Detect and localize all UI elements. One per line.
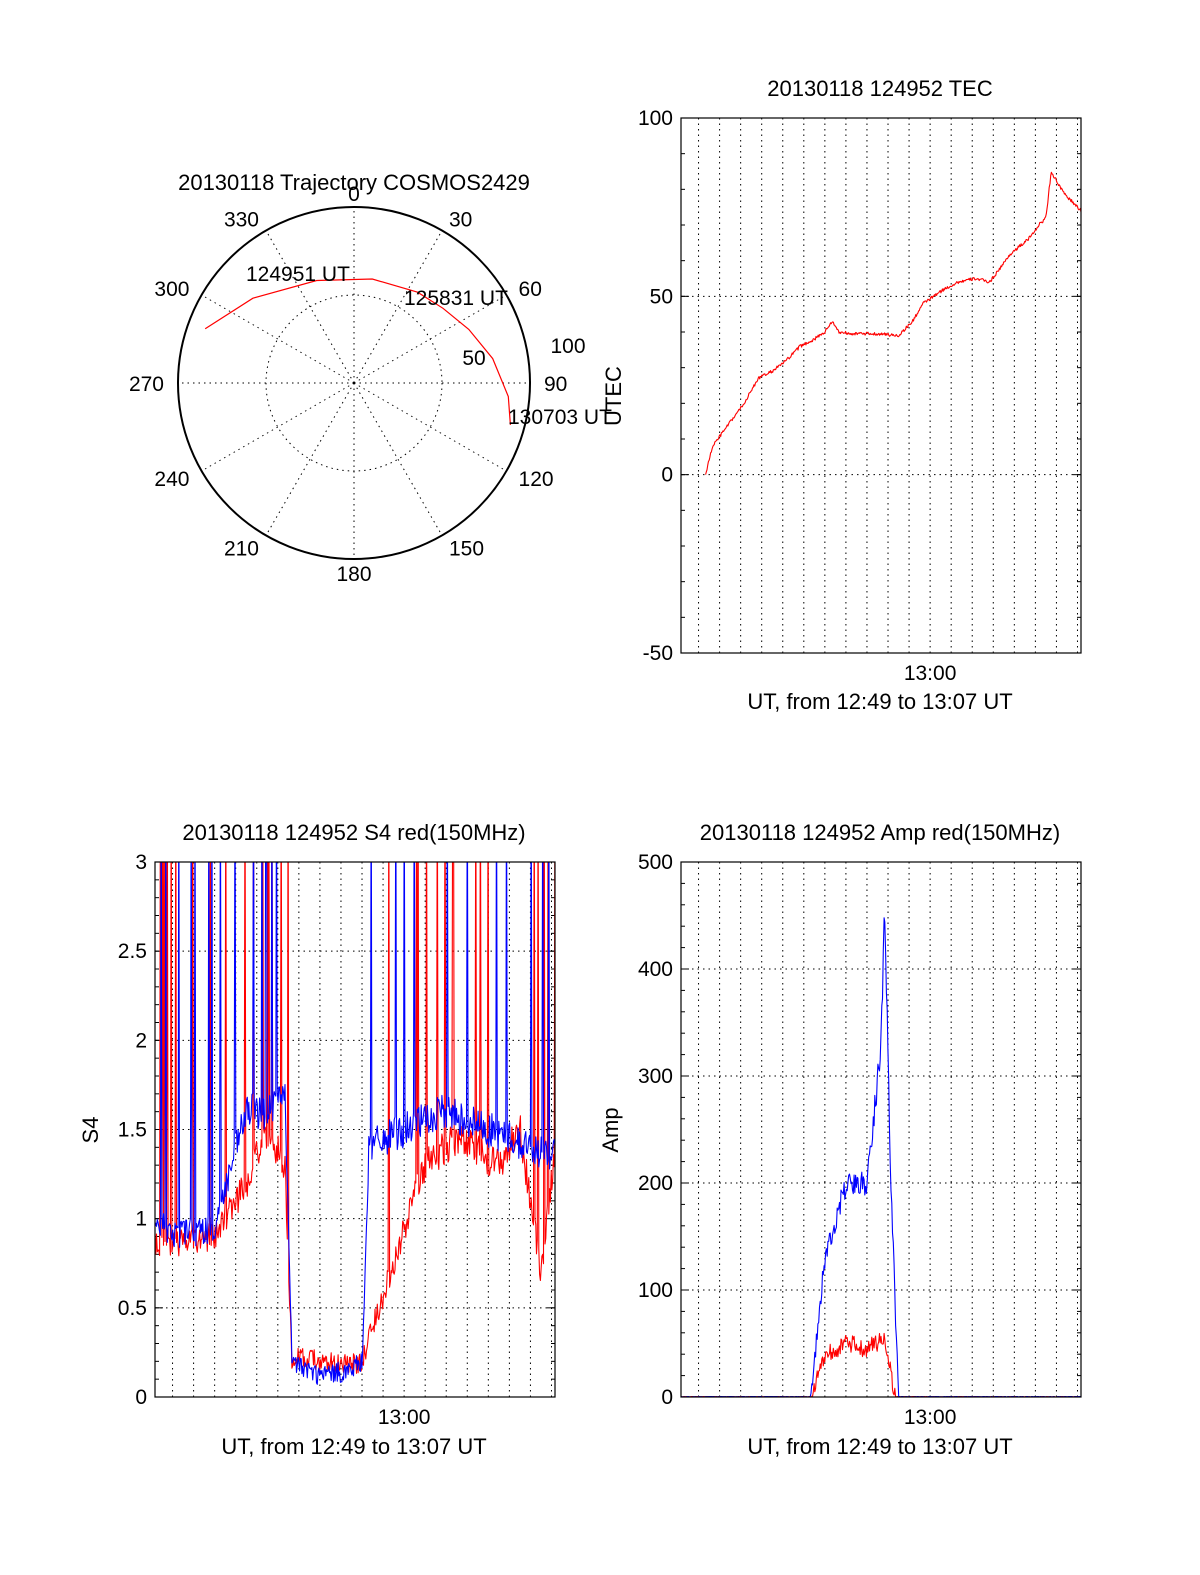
amp-ylabel: Amp <box>598 1107 623 1152</box>
s4-title: 20130118 124952 S4 red(150MHz) <box>182 820 525 845</box>
polar-angle-label-5: 150 <box>449 538 484 561</box>
amp-chart: 20130118 124952 Amp red(150MHz) UT, from… <box>598 820 1082 1459</box>
polar-spoke-7 <box>265 382 355 536</box>
polar-angle-label-4: 120 <box>519 468 554 491</box>
tec-xlabel: UT, from 12:49 to 13:07 UT <box>747 689 1012 714</box>
trajectory-annotation-1: 125831 UT <box>404 287 508 310</box>
polar-spoke-4 <box>353 382 507 472</box>
amp-xlabel: UT, from 12:49 to 13:07 UT <box>747 1434 1012 1459</box>
polar-spoke-11 <box>265 230 355 384</box>
s4-chart: 20130118 124952 S4 red(150MHz) UT, from … <box>78 820 556 1459</box>
polar-angle-label-11: 330 <box>224 208 259 231</box>
tec-frame <box>680 117 1082 654</box>
s4-series-1 <box>155 862 555 1385</box>
trajectory-title: 20130118 Trajectory COSMOS2429 <box>178 170 530 195</box>
trajectory-annotation-2: 130703 UT <box>508 406 612 429</box>
tec-ytick-label-3: 100 <box>638 107 673 130</box>
amp-xtick-label-0: 13:00 <box>904 1406 957 1429</box>
polar-angle-label-10: 300 <box>154 278 189 301</box>
tec-ytick-label-2: 50 <box>650 285 673 308</box>
tec-xtick-label-0: 13:00 <box>904 662 957 685</box>
amp-ytick-label-4: 400 <box>638 958 673 981</box>
s4-ytick-label-4: 2 <box>135 1029 147 1052</box>
polar-spoke-5 <box>353 382 443 536</box>
polar-outer-circle <box>177 206 531 560</box>
amp-ytick-label-2: 200 <box>638 1172 673 1195</box>
trajectory-chart: 20130118 Trajectory COSMOS2429 0 30 60 90 12… <box>129 170 612 586</box>
s4-ytick-label-3: 1.5 <box>118 1119 147 1142</box>
tec-chart: 20130118 124952 TEC UT, from 12:49 to 13… <box>601 76 1082 714</box>
amp-ytick-label-0: 0 <box>661 1386 673 1409</box>
tec-ylabel: UTEC <box>601 366 626 426</box>
polar-spoke-1 <box>353 230 443 384</box>
trajectory-track <box>204 278 511 425</box>
polar-spoke-2 <box>353 294 507 384</box>
s4-frame <box>154 861 556 1398</box>
s4-ytick-label-0: 0 <box>135 1386 147 1409</box>
tec-series-0 <box>705 171 1081 475</box>
s4-xtick-label-0: 13:00 <box>378 1406 431 1429</box>
polar-angle-label-7: 210 <box>224 538 259 561</box>
polar-spoke-10 <box>201 294 355 384</box>
amp-ytick-label-1: 100 <box>638 1279 673 1302</box>
tec-title: 20130118 124952 TEC <box>767 76 993 101</box>
polar-angle-label-0: 0 <box>348 183 360 206</box>
polar-angle-label-9: 270 <box>129 373 164 396</box>
tec-ytick-label-0: -50 <box>643 642 673 665</box>
polar-radius-label-0: 50 <box>462 347 485 370</box>
polar-angle-label-8: 240 <box>154 468 189 491</box>
tec-ytick-label-1: 0 <box>661 464 673 487</box>
polar-angle-label-6: 180 <box>336 563 371 586</box>
amp-ytick-label-3: 300 <box>638 1065 673 1088</box>
s4-ylabel: S4 <box>78 1117 103 1144</box>
s4-ytick-label-2: 1 <box>135 1208 147 1231</box>
amp-title: 20130118 124952 Amp red(150MHz) <box>700 820 1060 845</box>
polar-angle-label-3: 90 <box>544 373 567 396</box>
amp-ytick-label-5: 500 <box>638 851 673 874</box>
polar-angle-label-1: 30 <box>449 208 472 231</box>
amp-frame <box>680 861 1082 1398</box>
polar-angle-label-2: 60 <box>519 278 542 301</box>
s4-ytick-label-1: 0.5 <box>118 1297 147 1320</box>
s4-ytick-label-6: 3 <box>135 851 147 874</box>
s4-ytick-label-5: 2.5 <box>118 940 147 963</box>
polar-spoke-8 <box>201 382 355 472</box>
trajectory-annotation-0: 124951 UT <box>246 263 350 286</box>
s4-xlabel: UT, from 12:49 to 13:07 UT <box>221 1434 486 1459</box>
polar-radius-label-1: 100 <box>550 335 585 358</box>
